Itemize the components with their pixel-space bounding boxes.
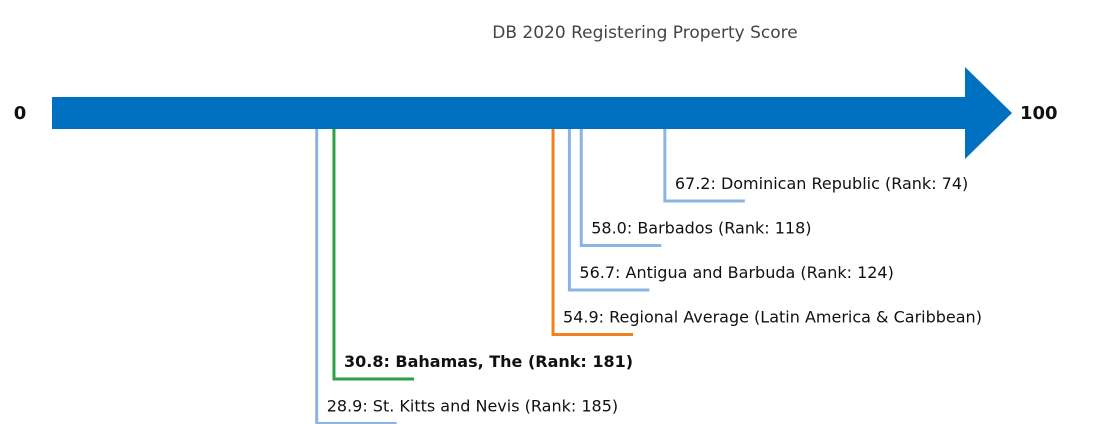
- x-tick-label: 100: [1020, 103, 1058, 124]
- marker-line: [567, 129, 650, 292]
- marker-label: 67.2: Dominican Republic (Rank: 74): [675, 174, 968, 193]
- axis-arrow: [52, 67, 1012, 159]
- marker-line: [579, 129, 662, 247]
- x-tick-label: 0: [14, 103, 27, 124]
- marker-line: [332, 129, 414, 381]
- marker-label: 28.9: St. Kitts and Nevis (Rank: 185): [327, 397, 618, 416]
- chart-title: DB 2020 Registering Property Score: [492, 23, 797, 43]
- marker-label: 30.8: Bahamas, The (Rank: 181): [344, 352, 633, 371]
- marker-label: 56.7: Antigua and Barbuda (Rank: 124): [579, 263, 893, 282]
- marker-label: 58.0: Barbados (Rank: 118): [591, 219, 811, 238]
- marker-line: [551, 129, 634, 336]
- marker-label: 54.9: Regional Average (Latin America & …: [563, 308, 982, 327]
- marker-line: [663, 129, 745, 203]
